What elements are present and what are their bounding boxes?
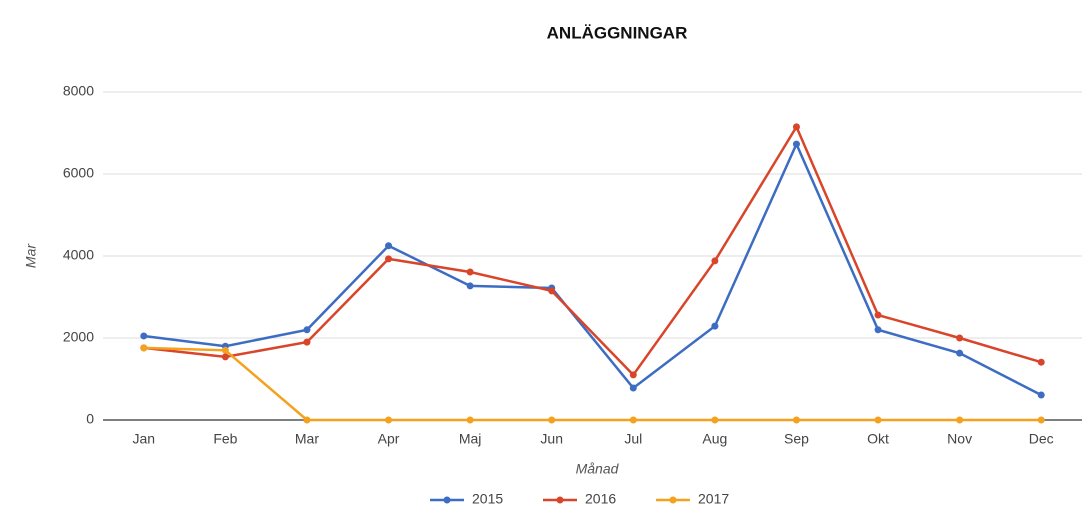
x-tick-label: Mar	[295, 431, 319, 447]
x-tick-label: Okt	[867, 431, 889, 447]
legend-label: 2017	[698, 491, 729, 507]
series-line	[143, 346, 1042, 422]
data-point	[629, 371, 637, 379]
x-tick-label: Maj	[459, 431, 482, 447]
data-point	[548, 287, 556, 295]
x-tick-label: Jun	[540, 431, 563, 447]
y-tick-label: 4000	[63, 247, 94, 263]
y-axis-label: Mar	[23, 243, 39, 268]
data-point	[466, 268, 474, 276]
data-point	[385, 255, 393, 263]
x-tick-label: Nov	[947, 431, 972, 447]
data-point	[874, 311, 882, 319]
data-point	[385, 242, 393, 250]
data-point	[221, 353, 229, 361]
data-point	[629, 384, 637, 392]
x-axis-label: Månad	[576, 461, 620, 477]
data-point	[303, 326, 311, 334]
data-point	[956, 334, 964, 342]
x-tick-label: Dec	[1029, 431, 1054, 447]
data-point	[711, 322, 719, 330]
x-tick-label: Apr	[378, 431, 400, 447]
data-point	[1037, 416, 1045, 424]
data-point	[711, 257, 719, 265]
data-point	[303, 416, 311, 424]
series-line	[143, 124, 1042, 377]
data-point	[792, 140, 800, 148]
legend-label: 2015	[472, 491, 503, 507]
chart-title: ANLÄGGNINGAR	[547, 23, 688, 42]
x-tick-label: Sep	[784, 431, 809, 447]
x-tick-label: Aug	[702, 431, 727, 447]
data-point	[466, 416, 474, 424]
data-point	[792, 416, 800, 424]
data-point	[874, 326, 882, 334]
data-point	[874, 416, 882, 424]
y-tick-label: 6000	[63, 165, 94, 181]
data-point	[792, 123, 800, 131]
legend-marker	[669, 496, 677, 504]
y-tick-label: 0	[86, 411, 94, 427]
legend-marker	[443, 496, 451, 504]
legend-label: 2016	[585, 491, 616, 507]
data-point	[711, 416, 719, 424]
x-tick-label: Jan	[133, 431, 156, 447]
y-tick-label: 2000	[63, 329, 94, 345]
data-point	[629, 416, 637, 424]
y-tick-label: 8000	[63, 83, 94, 99]
data-point	[956, 416, 964, 424]
data-point	[466, 282, 474, 290]
legend-marker	[556, 496, 564, 504]
data-point	[140, 344, 148, 352]
x-tick-label: Feb	[213, 431, 237, 447]
data-point	[548, 416, 556, 424]
data-point	[1037, 358, 1045, 366]
data-point	[303, 338, 311, 346]
data-point	[956, 349, 964, 357]
series-line	[143, 140, 1042, 397]
data-point	[221, 346, 229, 354]
data-point	[140, 332, 148, 340]
x-tick-label: Jul	[624, 431, 642, 447]
data-point	[1037, 391, 1045, 399]
data-point	[385, 416, 393, 424]
